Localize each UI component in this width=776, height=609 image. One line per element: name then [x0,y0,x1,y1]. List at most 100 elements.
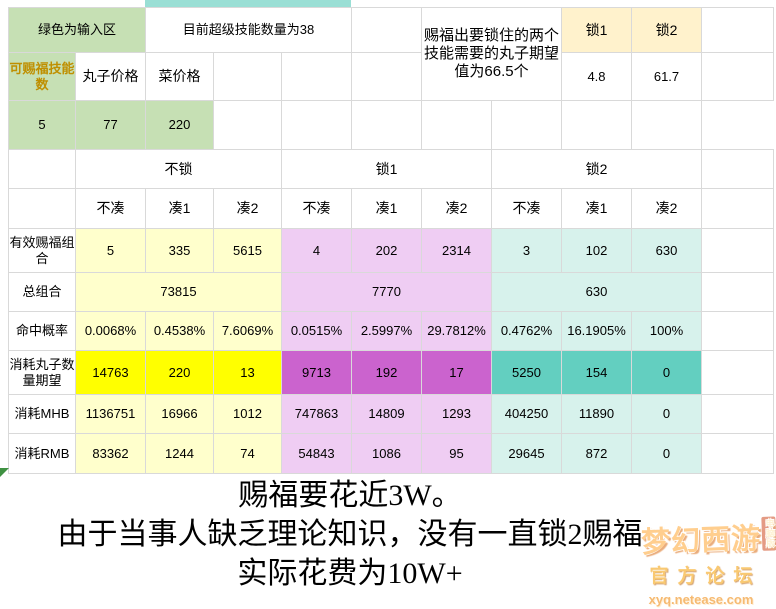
subheader-cell[interactable]: 凑1 [145,188,214,229]
empty-cell[interactable] [561,100,632,150]
data-cell[interactable]: 95 [421,433,492,474]
row-label-hit-rate[interactable]: 命中概率 [8,311,76,351]
data-cell[interactable]: 4 [281,228,352,273]
row-label-rmb-cost[interactable]: 消耗RMB [8,433,76,474]
empty-cell[interactable] [8,149,76,189]
subheader-cell[interactable]: 凑2 [631,188,702,229]
pill-price-input-cell[interactable]: 77 [75,100,146,150]
row-label-mhb-cost[interactable]: 消耗MHB [8,394,76,434]
data-cell[interactable]: 1244 [145,433,214,474]
empty-cell[interactable] [281,52,352,101]
empty-cell[interactable] [351,100,422,150]
blessable-skills-input-cell[interactable]: 5 [8,100,76,150]
data-cell[interactable]: 83362 [75,433,146,474]
empty-cell[interactable] [701,52,774,101]
data-cell[interactable]: 202 [351,228,422,273]
row-label-expected-pills[interactable]: 消耗丸子数量期望 [8,350,76,395]
data-cell[interactable]: 5 [75,228,146,273]
data-cell[interactable]: 2314 [421,228,492,273]
data-cell[interactable]: 11890 [561,394,632,434]
data-cell[interactable]: 630 [491,272,702,312]
data-cell[interactable]: 16966 [145,394,214,434]
data-cell[interactable]: 220 [145,350,214,395]
empty-cell[interactable] [701,7,774,53]
group-header-lock1[interactable]: 锁1 [281,149,492,189]
lock1-header-cell[interactable]: 锁1 [561,7,632,53]
empty-cell[interactable] [701,311,774,351]
data-cell[interactable]: 630 [631,228,702,273]
data-cell[interactable]: 404250 [491,394,562,434]
super-skill-count-cell[interactable]: 目前超级技能数量为38 [145,7,352,53]
empty-cell[interactable] [701,394,774,434]
data-cell[interactable]: 0.0068% [75,311,146,351]
data-cell[interactable]: 0 [631,433,702,474]
data-cell[interactable]: 7.6069% [213,311,282,351]
data-cell[interactable]: 17 [421,350,492,395]
data-cell[interactable]: 2.5997% [351,311,422,351]
data-cell[interactable]: 13 [213,350,282,395]
empty-cell[interactable] [631,100,702,150]
data-cell[interactable]: 5615 [213,228,282,273]
subheader-cell[interactable]: 凑1 [351,188,422,229]
pill-price-header-cell[interactable]: 丸子价格 [75,52,146,101]
lock2-header-cell[interactable]: 锁2 [631,7,702,53]
empty-cell[interactable] [213,100,282,150]
row-label-total-combos[interactable]: 总组合 [8,272,76,312]
data-cell[interactable]: 0 [631,394,702,434]
data-cell[interactable]: 1012 [213,394,282,434]
empty-cell[interactable] [8,188,76,229]
data-cell[interactable]: 54843 [281,433,352,474]
subheader-cell[interactable]: 不凑 [491,188,562,229]
group-header-lock2[interactable]: 锁2 [491,149,702,189]
data-cell[interactable]: 1136751 [75,394,146,434]
empty-cell[interactable] [281,100,352,150]
input-legend-cell[interactable]: 绿色为输入区 [8,7,146,53]
data-cell[interactable]: 0.4538% [145,311,214,351]
empty-cell[interactable] [701,433,774,474]
data-cell[interactable]: 102 [561,228,632,273]
lock2-value-cell[interactable]: 61.7 [631,52,702,101]
data-cell[interactable]: 29645 [491,433,562,474]
data-cell[interactable]: 192 [351,350,422,395]
dish-price-input-cell[interactable]: 220 [145,100,214,150]
data-cell[interactable]: 74 [213,433,282,474]
row-label-valid-combos[interactable]: 有效赐福组合 [8,228,76,273]
empty-cell[interactable] [701,272,774,312]
lock1-value-cell[interactable]: 4.8 [561,52,632,101]
lock-expectation-note-cell[interactable]: 赐福出要锁住的两个技能需要的丸子期望值为66.5个 [421,7,562,101]
empty-cell[interactable] [351,52,422,101]
dish-price-header-cell[interactable]: 菜价格 [145,52,214,101]
subheader-cell[interactable]: 凑2 [213,188,282,229]
empty-cell[interactable] [491,100,562,150]
data-cell[interactable]: 872 [561,433,632,474]
empty-cell[interactable] [351,7,422,53]
empty-cell[interactable] [701,149,774,189]
data-cell[interactable]: 14763 [75,350,146,395]
data-cell[interactable]: 7770 [281,272,492,312]
empty-cell[interactable] [701,188,774,229]
data-cell[interactable]: 0.0515% [281,311,352,351]
data-cell[interactable]: 3 [491,228,562,273]
empty-cell[interactable] [421,100,492,150]
data-cell[interactable]: 154 [561,350,632,395]
data-cell[interactable]: 29.7812% [421,311,492,351]
data-cell[interactable]: 16.1905% [561,311,632,351]
empty-cell[interactable] [701,228,774,273]
subheader-cell[interactable]: 凑2 [421,188,492,229]
subheader-cell[interactable]: 不凑 [75,188,146,229]
data-cell[interactable]: 335 [145,228,214,273]
data-cell[interactable]: 9713 [281,350,352,395]
empty-cell[interactable] [213,52,282,101]
data-cell[interactable]: 1086 [351,433,422,474]
data-cell[interactable]: 100% [631,311,702,351]
group-header-nolock[interactable]: 不锁 [75,149,282,189]
data-cell[interactable]: 747863 [281,394,352,434]
data-cell[interactable]: 5250 [491,350,562,395]
subheader-cell[interactable]: 不凑 [281,188,352,229]
blessable-skills-header-cell[interactable]: 可赐福技能数 [8,52,76,101]
empty-cell[interactable] [701,350,774,395]
data-cell[interactable]: 0.4762% [491,311,562,351]
data-cell[interactable]: 73815 [75,272,282,312]
subheader-cell[interactable]: 凑1 [561,188,632,229]
data-cell[interactable]: 1293 [421,394,492,434]
